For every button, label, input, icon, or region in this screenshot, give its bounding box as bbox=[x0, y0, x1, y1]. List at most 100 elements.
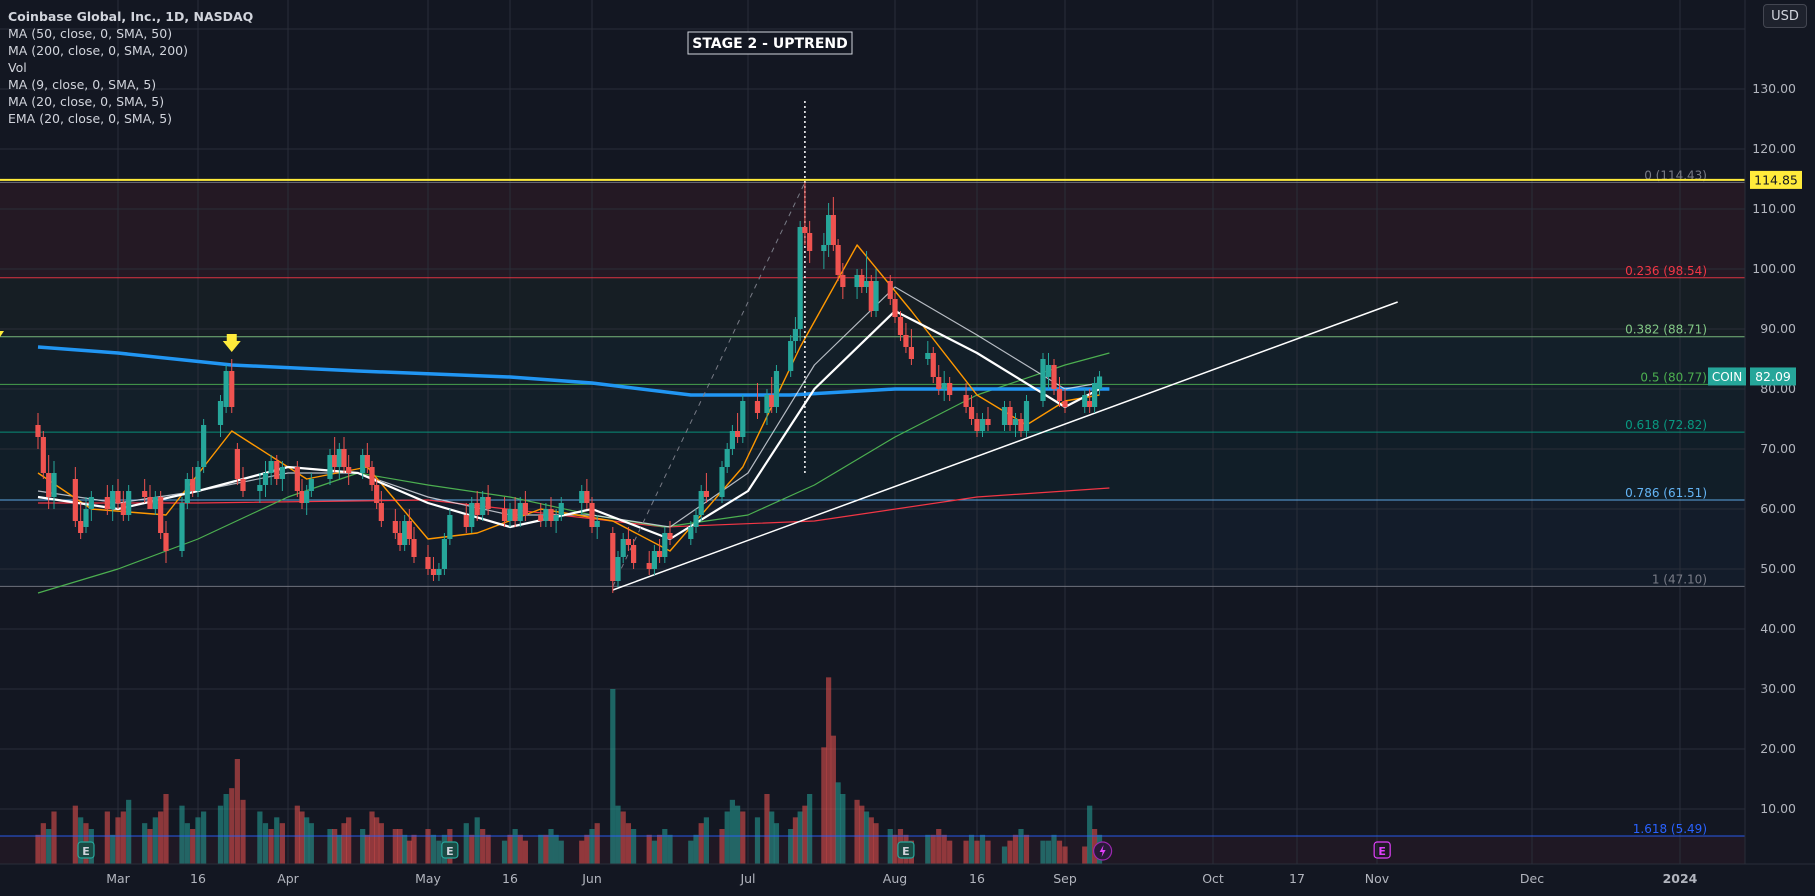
candle-body bbox=[268, 461, 274, 473]
last-price-tag-text: 82.09 bbox=[1755, 369, 1791, 384]
time-tick-label: Dec bbox=[1520, 871, 1544, 886]
volume-bar bbox=[826, 677, 832, 864]
candle bbox=[274, 455, 280, 485]
fib-level-label: 0.382 (88.71) bbox=[1625, 323, 1707, 337]
candle bbox=[558, 497, 564, 521]
candle-body bbox=[719, 467, 725, 497]
volume-bars bbox=[35, 677, 1103, 864]
candle bbox=[501, 497, 508, 527]
candle bbox=[299, 479, 305, 509]
volume-bar bbox=[553, 834, 559, 864]
candle bbox=[657, 539, 663, 563]
candle bbox=[517, 497, 523, 527]
volume-bar bbox=[985, 840, 991, 864]
volume-bar bbox=[201, 811, 207, 864]
candle-body bbox=[703, 491, 709, 497]
fib-levels: 0 (114.43)0.236 (98.54)0.382 (88.71)0.5 … bbox=[0, 168, 1745, 837]
candle-body bbox=[234, 449, 240, 479]
candle bbox=[698, 485, 704, 521]
volume-bar bbox=[78, 817, 84, 864]
candle bbox=[667, 521, 673, 545]
candle bbox=[936, 365, 942, 395]
candle-body bbox=[441, 539, 447, 569]
candle bbox=[1001, 401, 1008, 431]
volume-bar bbox=[589, 829, 595, 864]
candle bbox=[234, 443, 240, 485]
candle-body bbox=[769, 395, 775, 407]
candle-body bbox=[792, 329, 799, 341]
candle-body bbox=[240, 479, 246, 491]
candle-body bbox=[538, 515, 544, 521]
volume-bar bbox=[46, 829, 52, 864]
volume-bar bbox=[620, 811, 626, 864]
volume-bar bbox=[480, 829, 486, 864]
volume-bar bbox=[1062, 846, 1068, 864]
candle-body bbox=[147, 497, 153, 509]
candle-body bbox=[773, 371, 780, 407]
candle bbox=[908, 329, 914, 365]
candle bbox=[35, 413, 41, 449]
candle bbox=[1096, 371, 1103, 395]
candle-body bbox=[72, 479, 78, 521]
volume-bar bbox=[1087, 805, 1093, 864]
indicator-ma20-label[interactable]: MA (20, close, 0, SMA, 5) bbox=[8, 94, 165, 109]
volume-bar bbox=[336, 834, 342, 864]
volume-bar bbox=[703, 817, 709, 864]
candle-body bbox=[947, 383, 953, 395]
candle-body bbox=[158, 497, 164, 533]
indicator-ema20-label[interactable]: EMA (20, close, 0, SMA, 5) bbox=[8, 111, 173, 126]
candle bbox=[979, 413, 986, 437]
volume-bar bbox=[110, 834, 116, 864]
candle bbox=[947, 377, 953, 401]
volume-bar bbox=[579, 840, 585, 864]
volume-bar bbox=[688, 840, 694, 864]
indicator-ma50-label[interactable]: MA (50, close, 0, SMA, 50) bbox=[8, 26, 173, 41]
candle bbox=[436, 563, 442, 581]
volume-bar bbox=[364, 834, 370, 864]
volume-bar bbox=[346, 817, 352, 864]
candle bbox=[729, 425, 735, 455]
fib-zone-786-1 bbox=[0, 499, 1745, 587]
volume-bar bbox=[667, 834, 673, 864]
price-tick-label: 100.00 bbox=[1752, 261, 1796, 276]
candle-body bbox=[374, 485, 380, 503]
price-tick-label: 20.00 bbox=[1760, 741, 1796, 756]
volume-bar bbox=[887, 829, 893, 864]
volume-bar bbox=[501, 840, 508, 864]
volume-bar bbox=[1045, 840, 1052, 864]
volume-bar bbox=[797, 811, 803, 864]
candle bbox=[548, 497, 554, 527]
volume-bar bbox=[859, 805, 865, 864]
price-tick-label: 110.00 bbox=[1752, 201, 1796, 216]
candle bbox=[279, 461, 285, 491]
candle bbox=[341, 437, 347, 473]
candle-body bbox=[797, 227, 803, 329]
ma9-line bbox=[37, 244, 1100, 552]
indicator-ma200-label[interactable]: MA (200, close, 0, SMA, 200) bbox=[8, 43, 188, 58]
candle bbox=[859, 269, 865, 293]
candle-body bbox=[327, 455, 333, 479]
earnings-marker: E bbox=[897, 841, 915, 859]
candle-body bbox=[257, 485, 263, 491]
candle bbox=[126, 485, 132, 521]
volume-bar bbox=[548, 829, 554, 864]
volume-bar bbox=[274, 817, 280, 864]
time-tick-label: Mar bbox=[106, 871, 130, 886]
candle bbox=[308, 473, 314, 497]
candle bbox=[88, 491, 94, 521]
price-tick-label: 90.00 bbox=[1760, 321, 1796, 336]
candle-body bbox=[364, 455, 370, 467]
volume-bar bbox=[979, 834, 986, 864]
candle-body bbox=[179, 503, 185, 551]
volume-bar bbox=[584, 834, 590, 864]
currency-button[interactable]: USD bbox=[1763, 4, 1807, 28]
indicator-ma9-label[interactable]: MA (9, close, 0, SMA, 5) bbox=[8, 77, 157, 92]
candle-body bbox=[1012, 419, 1019, 425]
volume-bar bbox=[257, 811, 263, 864]
resistance-price-tag: 114.85 bbox=[1750, 170, 1802, 189]
volume-bar bbox=[142, 823, 148, 864]
volume-bar bbox=[240, 799, 246, 864]
indicator-vol-label[interactable]: Vol bbox=[8, 60, 27, 75]
